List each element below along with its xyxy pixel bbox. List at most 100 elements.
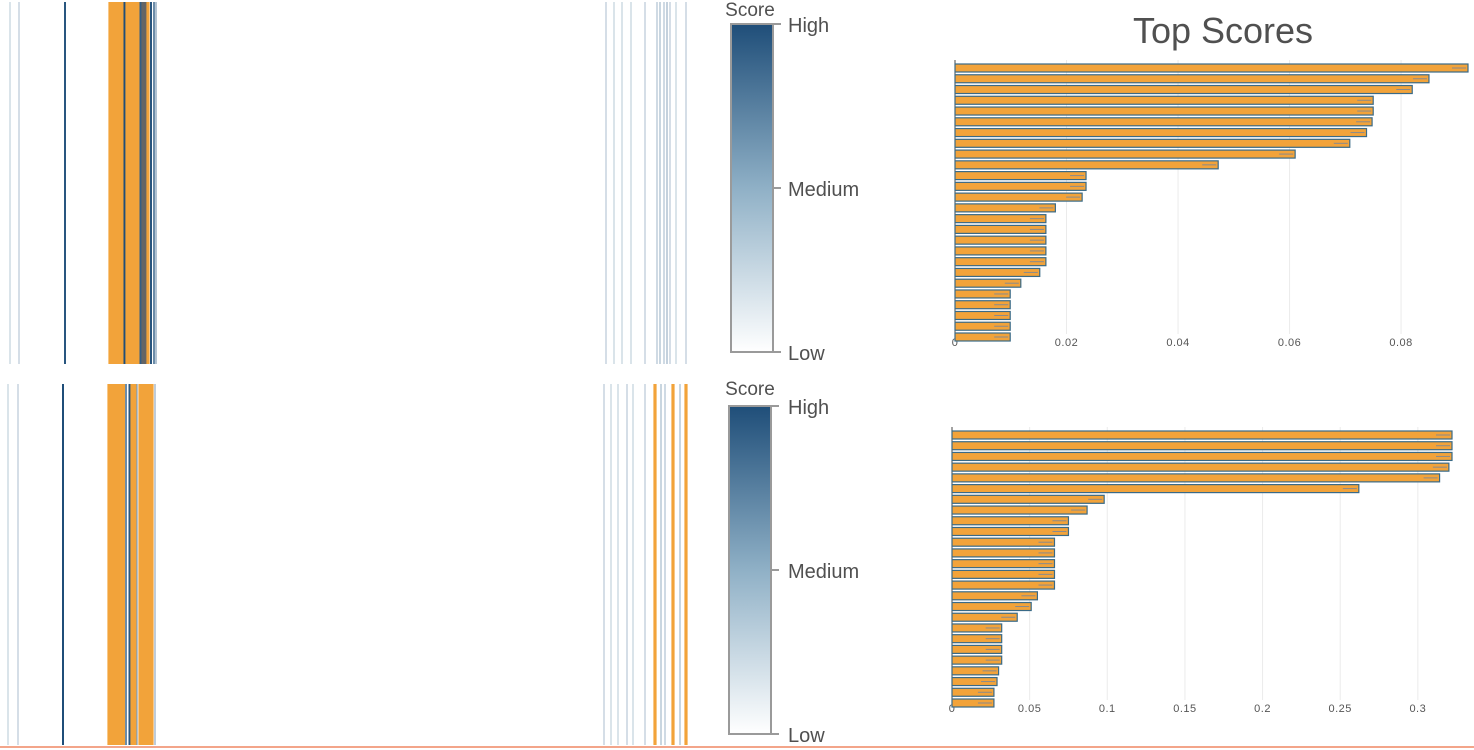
barcode-line <box>18 2 20 364</box>
bar <box>954 278 1022 288</box>
barcode-line <box>123 2 126 364</box>
barcode-line <box>154 384 156 745</box>
barcode-line-highlighted <box>653 384 657 745</box>
colorbar-gradient <box>728 405 772 735</box>
colorbar-title: Score <box>725 0 775 21</box>
bar <box>954 95 1374 105</box>
barcode-line <box>64 2 66 364</box>
barcode-line <box>660 384 662 745</box>
barcode-line <box>610 384 612 745</box>
bar <box>954 310 1011 321</box>
bar <box>951 580 1056 590</box>
bar <box>951 676 998 687</box>
bar <box>954 63 1469 73</box>
barcode-line <box>7 384 9 745</box>
colorbar: Score High Medium Low <box>725 379 859 747</box>
barcode-line <box>136 384 138 745</box>
panel-bottom: Score High Medium Low 0 0.05 0.1 0.15 0.2 0.2… <box>0 378 1474 748</box>
bar <box>954 192 1083 202</box>
barcode-strip <box>7 384 688 745</box>
barcode-line-highlighted <box>119 384 123 745</box>
x-tick-label: 0.1 <box>1099 703 1116 715</box>
bar <box>954 203 1056 213</box>
barcode-line-highlighted <box>108 2 112 364</box>
barcode-line-highlighted <box>671 384 675 745</box>
bar <box>954 267 1041 278</box>
barcode-line-highlighted <box>116 384 120 745</box>
barcode-line-highlighted <box>113 384 117 745</box>
barcode-line <box>9 2 11 364</box>
colorbar-title: Score <box>725 379 775 400</box>
barcode-line <box>139 2 142 364</box>
colorbar: Score High Medium Low <box>725 0 859 365</box>
barcode-line-highlighted <box>684 384 688 745</box>
barcode-line <box>675 2 677 364</box>
bar <box>951 569 1056 579</box>
x-tick-label: 0.06 <box>1278 337 1301 349</box>
bar-chart: 0 0.05 0.1 0.15 0.2 0.25 0.3 <box>949 427 1453 715</box>
colorbar-label-high: High <box>788 397 829 419</box>
bar <box>954 235 1047 245</box>
barcode-line-highlighted <box>133 384 137 745</box>
barcode-line <box>621 2 623 364</box>
barcode-line <box>685 2 687 364</box>
barcode-line-highlighted <box>130 2 134 364</box>
panel-svg-top: Score High Medium Low Top Scores 0 0.02 0.… <box>9 0 1469 365</box>
bar <box>951 473 1441 483</box>
x-tick-label: 0.3 <box>1409 703 1426 715</box>
barcode-line <box>644 2 646 364</box>
barcode-line <box>603 384 605 745</box>
barcode-line <box>605 2 607 364</box>
barcode-line <box>125 384 127 745</box>
x-tick-label: 0.25 <box>1328 703 1351 715</box>
colorbar-label-high: High <box>788 15 829 37</box>
bar <box>954 321 1011 331</box>
bar <box>954 84 1413 95</box>
colorbar-label-medium: Medium <box>788 561 859 583</box>
barcode-line <box>630 2 632 364</box>
bar <box>954 171 1087 181</box>
colorbar-label-medium: Medium <box>788 179 859 201</box>
bar <box>951 483 1360 494</box>
x-tick-label: 0.15 <box>1173 703 1196 715</box>
barcode-line-highlighted <box>107 384 111 745</box>
colorbar-label-low: Low <box>788 725 825 747</box>
bar <box>954 106 1374 116</box>
bar <box>954 127 1368 138</box>
barcode-line <box>144 2 148 364</box>
barcode-line-highlighted <box>130 384 134 745</box>
barcode-line-highlighted <box>138 384 142 745</box>
bottom-divider <box>0 746 1474 748</box>
bar <box>954 300 1011 310</box>
barcode-line <box>153 2 155 364</box>
bar-chart: 0 0.02 0.04 0.06 0.08 <box>952 60 1469 349</box>
bar <box>954 246 1047 256</box>
barcode-line-highlighted <box>122 384 126 745</box>
barcode-line-highlighted <box>147 384 151 745</box>
barcode-line-highlighted <box>136 2 140 364</box>
x-tick-label: 0.08 <box>1389 337 1412 349</box>
bar <box>954 138 1351 148</box>
barcode-line <box>62 384 64 745</box>
barcode-line-highlighted <box>150 384 154 745</box>
bar <box>951 623 1003 633</box>
x-tick-label: 0 <box>949 703 956 715</box>
barcode-line <box>669 2 671 364</box>
bar <box>954 289 1011 299</box>
bar <box>954 257 1047 267</box>
colorbar-label-low: Low <box>788 343 825 365</box>
panel-top: Score High Medium Low Top Scores 0 0.02 0.… <box>0 0 1474 372</box>
barcode-line-highlighted <box>120 2 124 364</box>
bar <box>951 462 1450 472</box>
chart-title: Top Scores <box>1133 10 1313 51</box>
barcode-line <box>626 384 628 745</box>
barcode-line <box>663 2 665 364</box>
barcode-line <box>17 384 19 745</box>
barcode-line-highlighted <box>117 2 121 364</box>
bar <box>954 224 1047 234</box>
barcode-line <box>128 384 131 745</box>
x-tick-label: 0.04 <box>1166 337 1189 349</box>
barcode-line-highlighted <box>141 384 145 745</box>
barcode-line-highlighted <box>128 2 132 364</box>
barcode-line <box>613 2 615 364</box>
